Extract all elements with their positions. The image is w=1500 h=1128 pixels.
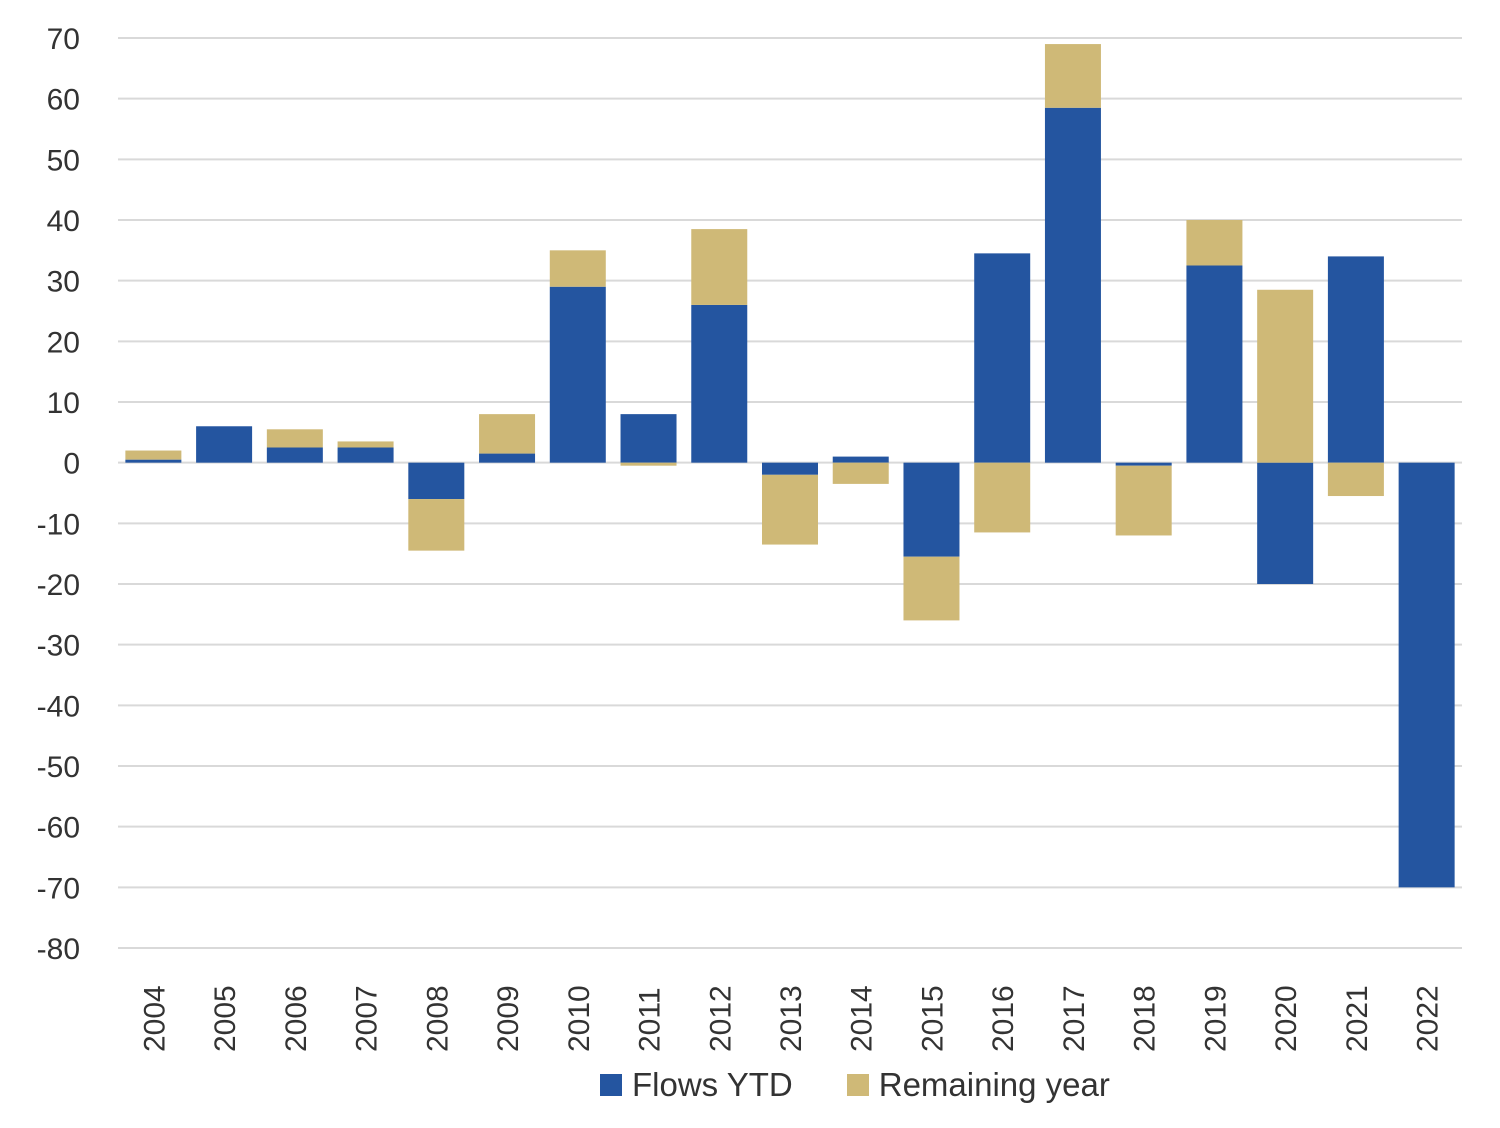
- bar-remaining-year-2019: [1186, 220, 1243, 266]
- y-tick-label: 0: [63, 448, 80, 481]
- x-tick-label: 2021: [1341, 985, 1374, 1052]
- x-tick-label: 2009: [492, 985, 525, 1052]
- bar-remaining-year-2006: [266, 429, 323, 448]
- bar-flows-ytd-2021: [1327, 256, 1384, 463]
- y-tick-label: -30: [37, 630, 80, 663]
- y-tick-label: -10: [37, 508, 80, 541]
- y-tick-label: 10: [47, 387, 80, 420]
- bar-remaining-year-2021: [1327, 462, 1384, 497]
- y-tick-label: -40: [37, 690, 80, 723]
- bar-remaining-year-2014: [832, 462, 889, 484]
- bar-flows-ytd-2017: [1044, 107, 1101, 463]
- bar-flows-ytd-2009: [479, 453, 536, 463]
- bar-flows-ytd-2005: [196, 426, 253, 463]
- bar-flows-ytd-2016: [974, 253, 1031, 463]
- bar-flows-ytd-2004: [125, 459, 182, 463]
- y-tick-label: 20: [47, 326, 80, 359]
- x-tick-label: 2019: [1199, 985, 1232, 1052]
- bar-remaining-year-2013: [762, 474, 818, 545]
- y-tick-label: -20: [37, 569, 80, 602]
- x-tick-label: 2006: [280, 985, 313, 1052]
- y-tick-label: 30: [47, 266, 80, 299]
- bar-flows-ytd-2010: [549, 286, 606, 463]
- bars: [125, 44, 1455, 888]
- bar-remaining-year-2010: [549, 250, 606, 287]
- bar-remaining-year-2009: [479, 414, 536, 454]
- bar-remaining-year-2007: [337, 441, 394, 448]
- bar-flows-ytd-2013: [762, 462, 818, 475]
- bar-flows-ytd-2019: [1186, 265, 1243, 463]
- bar-remaining-year-2004: [125, 450, 182, 460]
- bar-flows-ytd-2020: [1257, 462, 1314, 584]
- x-tick-label: 2020: [1270, 985, 1303, 1052]
- x-tick-label: 2017: [1058, 985, 1091, 1052]
- bar-remaining-year-2015: [903, 556, 960, 621]
- bar-flows-ytd-2006: [266, 447, 323, 463]
- bar-flows-ytd-2012: [691, 304, 748, 463]
- x-tick-label: 2007: [351, 985, 384, 1052]
- legend-item-flows-ytd: Flows YTD: [600, 1066, 793, 1104]
- y-axis-tick-labels: 70 60 50 40 30 20 10 0 -10 -20 -30 -40 -50 -60 -70 -80: [37, 23, 80, 966]
- bar-flows-ytd-2014: [832, 456, 889, 463]
- x-tick-label: 2016: [987, 985, 1020, 1052]
- bar-flows-ytd-2008: [408, 462, 465, 500]
- legend-swatch-flows-ytd: [600, 1074, 622, 1096]
- bar-flows-ytd-2015: [903, 462, 960, 557]
- legend: Flows YTD Remaining year: [600, 1066, 1164, 1104]
- gridlines: [118, 37, 1462, 949]
- x-tick-label: 2013: [775, 985, 808, 1052]
- y-tick-label: 50: [47, 144, 80, 177]
- x-tick-label: 2018: [1129, 985, 1162, 1052]
- bar-flows-ytd-2022: [1398, 462, 1455, 888]
- x-axis-tick-labels: 2004 2005 2006 2007 2008 2009 2010 2011 2012 2013…: [138, 985, 1444, 1052]
- legend-label-flows-ytd: Flows YTD: [632, 1066, 793, 1103]
- x-tick-label: 2008: [421, 985, 454, 1052]
- x-tick-label: 2012: [704, 985, 737, 1052]
- bar-flows-ytd-2011: [620, 414, 677, 463]
- y-tick-label: -60: [37, 812, 80, 845]
- y-tick-label: 70: [47, 23, 80, 56]
- bar-remaining-year-2011: [620, 462, 677, 466]
- bar-remaining-year-2008: [408, 499, 465, 551]
- y-tick-label: 40: [47, 205, 80, 238]
- x-tick-label: 2004: [138, 985, 171, 1052]
- chart-plot: 706050403020100-10-20-30-40-50-60-70-80 …: [37, 23, 1462, 1052]
- legend-item-remaining-year: Remaining year: [846, 1066, 1110, 1104]
- bar-remaining-year-2016: [974, 462, 1031, 533]
- bar-remaining-year-2018: [1115, 465, 1172, 536]
- x-tick-label: 2014: [846, 985, 879, 1052]
- x-tick-label: 2010: [563, 985, 596, 1052]
- x-tick-label: 2022: [1412, 985, 1445, 1052]
- bar-remaining-year-2017: [1044, 44, 1101, 108]
- bar-remaining-year-2012: [691, 229, 748, 305]
- y-tick-label: -70: [37, 872, 80, 905]
- bar-flows-ytd-2018: [1115, 462, 1172, 466]
- x-tick-label: 2011: [634, 987, 667, 1052]
- y-tick-label: 60: [47, 84, 80, 117]
- legend-label-remaining-year: Remaining year: [878, 1066, 1110, 1103]
- bar-flows-ytd-2007: [337, 447, 394, 463]
- y-tick-label: -80: [37, 933, 80, 966]
- bar-remaining-year-2020: [1257, 289, 1314, 463]
- x-tick-label: 2005: [209, 985, 242, 1052]
- legend-swatch-remaining-year: [846, 1074, 869, 1096]
- y-tick-label: -50: [37, 751, 80, 784]
- x-tick-label: 2015: [916, 985, 949, 1052]
